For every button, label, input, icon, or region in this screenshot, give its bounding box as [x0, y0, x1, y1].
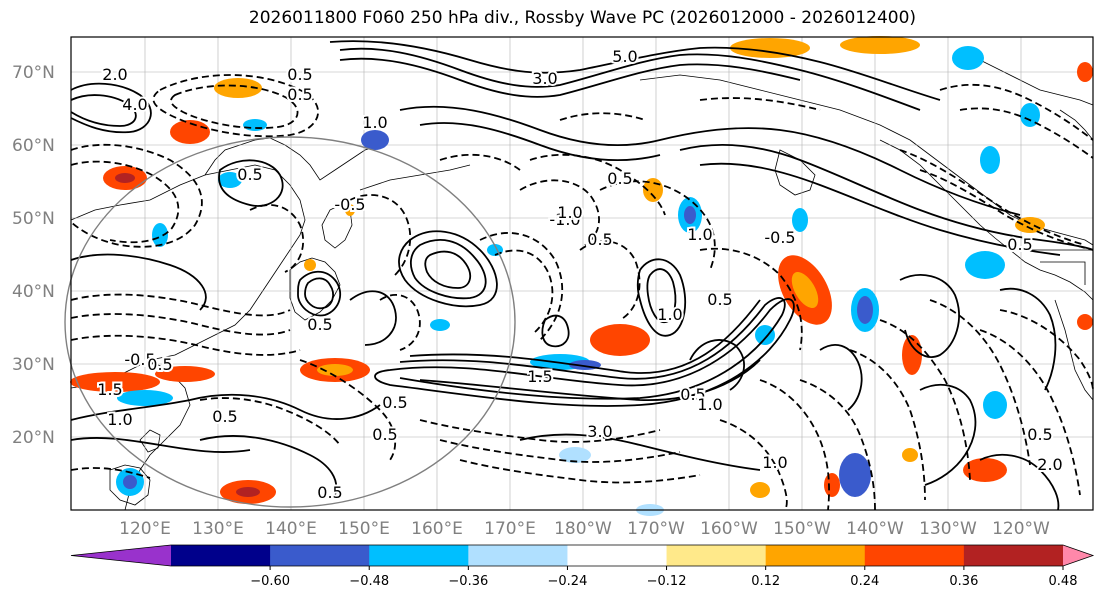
- colorbar-segment: [270, 545, 370, 566]
- contour-label: 0.5: [587, 230, 612, 249]
- colorbar-tick-label: 0.12: [751, 574, 780, 589]
- colorbar-tick-label: 0.48: [1049, 574, 1078, 589]
- colorbar-segment: [963, 545, 1064, 566]
- contour-label: 0.5: [307, 315, 332, 334]
- contour-label: -0.5: [124, 350, 155, 369]
- contour-label: 5.0: [612, 47, 637, 66]
- contour-label: -0.5: [764, 228, 795, 247]
- contour-label: 0.5: [1027, 425, 1052, 444]
- colorbar-tick-label: −0.36: [448, 574, 488, 589]
- map-panel: 2.0 0.54.05.03.00.51.00.5-1.00.5 1.0 -0.50.…: [64, 36, 1094, 516]
- contour-label: 0.5: [707, 290, 732, 309]
- contour-label: 1.5: [527, 367, 552, 386]
- contour-label: 4.0: [122, 95, 147, 114]
- contour-label: 3.0: [587, 422, 612, 441]
- contour-label: 1.0: [657, 305, 682, 324]
- contour-label: 0.5: [680, 385, 705, 404]
- rossby-wave-circle: [64, 136, 516, 508]
- lat-label-30n: 30°N: [12, 355, 55, 375]
- solid-contours: [70, 40, 1094, 511]
- lon-label-140e: 140°E: [265, 519, 317, 539]
- colorbar-tick-label: −0.48: [349, 574, 389, 589]
- lon-label-180w: 180°W: [554, 519, 612, 539]
- lat-label-40n: 40°N: [12, 282, 55, 302]
- contour-label: 0.5: [287, 85, 312, 104]
- lon-label-170w: 170°W: [627, 519, 685, 539]
- contour-label: 2.0: [1037, 455, 1062, 474]
- contour-label: 2.0: [102, 65, 127, 84]
- lon-label-130w: 130°W: [919, 519, 977, 539]
- colorbar-segment: [369, 545, 469, 566]
- contour-label: 1.0: [107, 410, 132, 429]
- colorbar-extend-high: [1063, 545, 1093, 566]
- lon-label-160e: 160°E: [411, 519, 463, 539]
- colorbar-segment: [567, 545, 668, 566]
- contour-labels: 2.0 0.54.05.03.00.51.00.5-1.00.5 1.0 -0.50.…: [95, 45, 1064, 504]
- contour-label: 0.5: [1007, 235, 1032, 254]
- contour-label: 0.5: [147, 355, 172, 374]
- contour-label: 1.0: [362, 113, 387, 132]
- contour-label: 1.0: [697, 395, 722, 414]
- contour-label: 0.5: [237, 165, 262, 184]
- colorbar-segment: [468, 545, 568, 566]
- contour-label: 0.5: [382, 393, 407, 412]
- colorbar-segment: [171, 545, 271, 566]
- lat-label-20n: 20°N: [12, 428, 55, 448]
- lon-label-120w: 120°W: [992, 519, 1050, 539]
- contour-label: 1.0: [762, 453, 787, 472]
- colorbar-tick-label: −0.12: [647, 574, 687, 589]
- lon-label-120e: 120°E: [119, 519, 171, 539]
- colorbar: −0.60 −0.48 −0.36 −0.24 −0.12 0.12 0.24 0.36 0.4…: [70, 544, 1095, 589]
- colorbar-tick-label: −0.24: [548, 574, 588, 589]
- contour-label: 0.5: [212, 407, 237, 426]
- dashed-contours: [70, 74, 1094, 511]
- contour-label: 1.0: [557, 203, 582, 222]
- lon-label-160w: 160°W: [700, 519, 758, 539]
- longitude-axis: 120°E 130°E 140°E 150°E 160°E 170°E 180°…: [119, 519, 1050, 539]
- map-title: 2026011800 F060 250 hPa div., Rossby Wav…: [248, 8, 917, 28]
- contour-label: 1.5: [97, 380, 122, 399]
- contour-label: 0.5: [607, 169, 632, 188]
- contour-label: -0.5: [334, 195, 365, 214]
- contour-label: 0.5: [287, 65, 312, 84]
- lat-label-60n: 60°N: [12, 136, 55, 156]
- lon-label-170e: 170°E: [484, 519, 536, 539]
- contour-label: 1.0: [687, 225, 712, 244]
- colorbar-tick-label: 0.36: [949, 574, 978, 589]
- contour-label: -1.0: [549, 210, 580, 229]
- colorbar-tick-label: −0.60: [250, 574, 290, 589]
- latitude-axis: 70°N 60°N 50°N 40°N 30°N 20°N: [12, 63, 55, 448]
- contour-label: 0.5: [317, 483, 342, 502]
- colorbar-segment: [765, 545, 866, 566]
- lon-label-140w: 140°W: [846, 519, 904, 539]
- lon-label-150e: 150°E: [338, 519, 390, 539]
- colorbar-extend-low: [71, 545, 171, 566]
- coastlines: [70, 59, 1094, 511]
- lat-label-50n: 50°N: [12, 209, 55, 229]
- colorbar-tick-label: 0.24: [850, 574, 879, 589]
- colorbar-segment: [864, 545, 965, 566]
- contour-label: 3.0: [532, 69, 557, 88]
- colorbar-segment: [666, 545, 767, 566]
- lon-label-130e: 130°E: [192, 519, 244, 539]
- contour-label: 0.5: [372, 425, 397, 444]
- lon-label-150w: 150°W: [773, 519, 831, 539]
- lat-label-70n: 70°N: [12, 63, 55, 83]
